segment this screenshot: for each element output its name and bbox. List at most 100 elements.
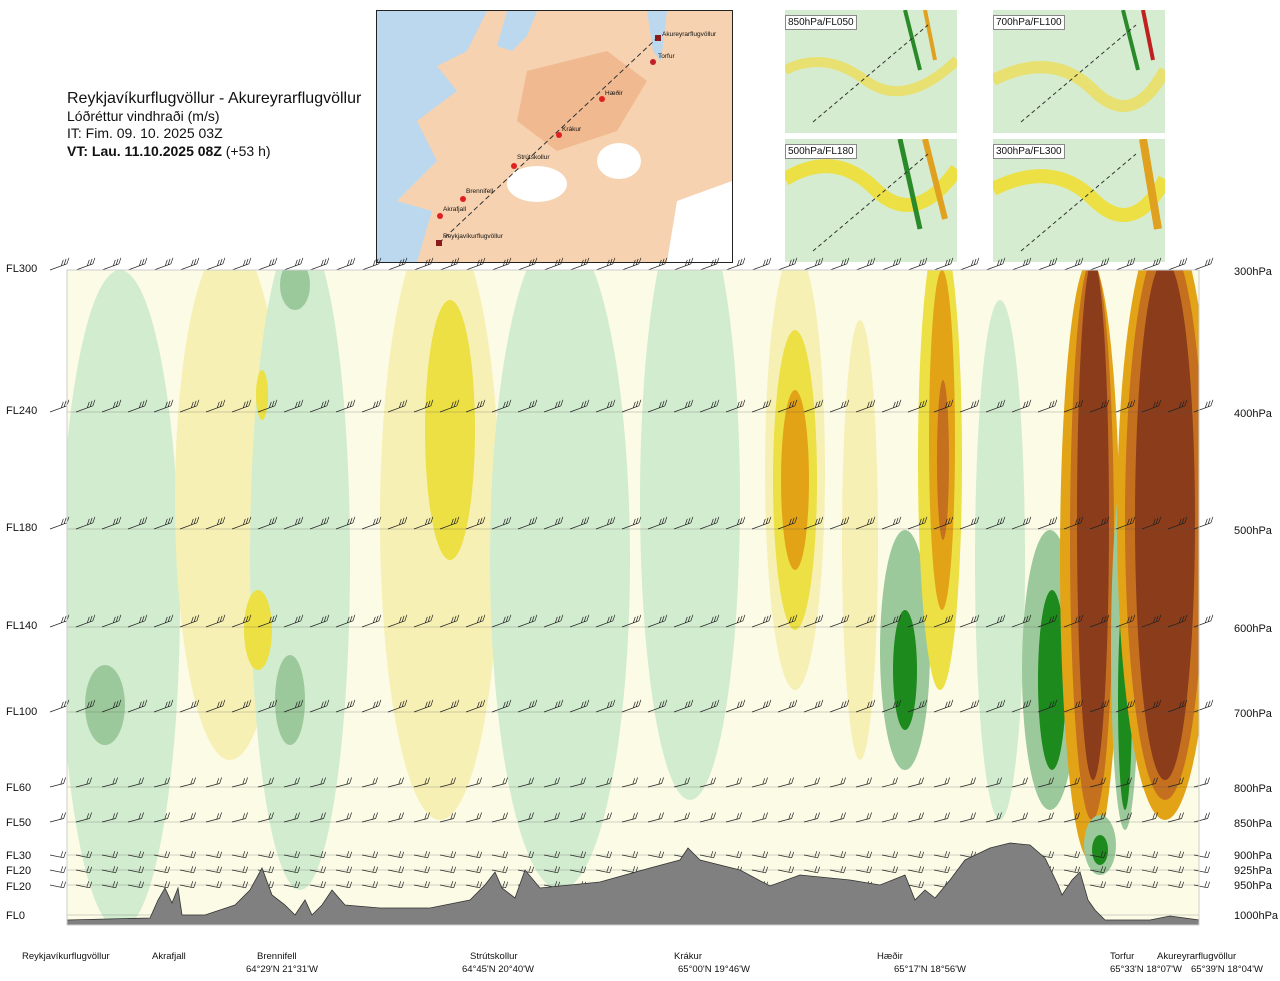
wind-barb	[439, 881, 457, 889]
wind-barb	[387, 399, 408, 413]
wind-barb	[959, 516, 980, 530]
wind-barb	[1089, 399, 1110, 413]
wind-barb	[335, 866, 353, 874]
wind-barb	[1167, 777, 1184, 788]
thumbnail-700hpa[interactable]: 700hPa/FL100	[993, 10, 1165, 133]
wind-barb	[985, 699, 1006, 713]
wind-barb	[595, 851, 613, 859]
field-band-downdraft	[640, 270, 740, 800]
wind-barb	[361, 614, 382, 628]
field-cell-strong-updraft	[781, 390, 809, 570]
glacier-langjokull	[507, 166, 567, 202]
wind-barb	[1141, 812, 1158, 823]
wind-barb	[231, 812, 248, 823]
pressure-label-300: 300hPa	[1234, 266, 1272, 278]
wind-barb	[751, 257, 772, 271]
wind-barb	[621, 777, 638, 788]
wind-barb	[439, 614, 460, 628]
valid-time-row: VT: Lau. 11.10.2025 08Z (+53 h)	[67, 143, 271, 159]
wind-barb	[1011, 812, 1028, 823]
wind-barb	[179, 516, 200, 530]
wind-barb	[621, 516, 642, 530]
wind-barb	[881, 399, 902, 413]
wind-barb	[335, 851, 353, 859]
thumbnail-850hpa[interactable]: 850hPa/FL050	[785, 10, 957, 133]
wind-barb	[361, 851, 379, 859]
x-label-strutskollur: Strútskollur	[470, 951, 518, 962]
wind-barb	[1193, 881, 1211, 889]
plot-frame	[66, 269, 1200, 926]
wind-barb	[1167, 699, 1188, 713]
field-cell-updraft	[244, 590, 272, 670]
wind-barb	[335, 812, 352, 823]
wind-barb	[101, 399, 122, 413]
wind-barb	[387, 614, 408, 628]
fl-label-140: FL140	[6, 620, 38, 632]
wind-barb	[829, 516, 850, 530]
wind-barb	[569, 851, 587, 859]
field-cell-extreme-updraft	[1077, 270, 1109, 780]
wind-barb	[1193, 614, 1214, 628]
fl-label-100: FL100	[6, 706, 38, 718]
wind-barb	[439, 516, 460, 530]
wind-barb	[465, 699, 486, 713]
wind-barb	[361, 516, 382, 530]
waypoint-krakur-marker	[556, 132, 562, 138]
wind-barb	[803, 851, 821, 859]
wind-barb	[1011, 777, 1028, 788]
wind-barb	[49, 851, 67, 859]
wind-barb	[205, 866, 223, 874]
wind-barb	[179, 399, 200, 413]
wind-barb	[803, 257, 824, 271]
wind-barb	[465, 399, 486, 413]
wind-barb	[881, 851, 899, 859]
wind-barb	[439, 866, 457, 874]
wind-barb	[1115, 516, 1136, 530]
thumbnail-300hpa[interactable]: 300hPa/FL300	[993, 139, 1165, 262]
wind-barb	[205, 851, 223, 859]
wind-barb	[1167, 851, 1185, 859]
wind-barb	[907, 257, 928, 271]
wind-barb	[439, 257, 460, 271]
wind-barb	[543, 699, 564, 713]
wind-barb	[1193, 812, 1210, 823]
wind-barb	[647, 399, 668, 413]
wind-barb	[803, 699, 824, 713]
wind-barb	[881, 699, 902, 713]
wind-barb	[647, 699, 668, 713]
wind-barb	[231, 699, 252, 713]
wind-barb	[1063, 257, 1084, 271]
wind-barb	[855, 699, 876, 713]
wind-barb	[413, 257, 434, 271]
wind-barb	[881, 777, 898, 788]
field-cell-updraft	[425, 300, 475, 560]
pressure-label-800: 800hPa	[1234, 783, 1272, 795]
wind-barb	[569, 699, 590, 713]
wind-barb	[985, 257, 1006, 271]
wind-barb	[647, 851, 665, 859]
wind-barb	[1193, 257, 1214, 271]
wind-barb	[1115, 851, 1133, 859]
wind-barb	[1089, 777, 1106, 788]
wind-barb	[283, 516, 304, 530]
wind-barb	[153, 881, 171, 889]
wind-barb	[75, 851, 93, 859]
wind-barb	[933, 866, 951, 874]
field-cell-very-strong-updraft	[937, 380, 949, 540]
wind-barb	[205, 614, 226, 628]
wind-barb	[985, 614, 1006, 628]
thumbnail-500hpa[interactable]: 500hPa/FL180	[785, 139, 957, 262]
wind-barb	[413, 866, 431, 874]
wind-barb	[49, 257, 70, 271]
wind-barb	[361, 866, 379, 874]
wind-barb	[855, 851, 873, 859]
thumbnail-700hpa-label: 700hPa/FL100	[993, 15, 1065, 30]
wind-barb	[751, 866, 769, 874]
wind-barb	[959, 399, 980, 413]
wind-barb	[309, 866, 327, 874]
wind-barb	[751, 399, 772, 413]
wind-barb	[1011, 257, 1032, 271]
wind-barb	[855, 866, 873, 874]
wind-barb	[907, 812, 924, 823]
wind-barb	[153, 399, 174, 413]
